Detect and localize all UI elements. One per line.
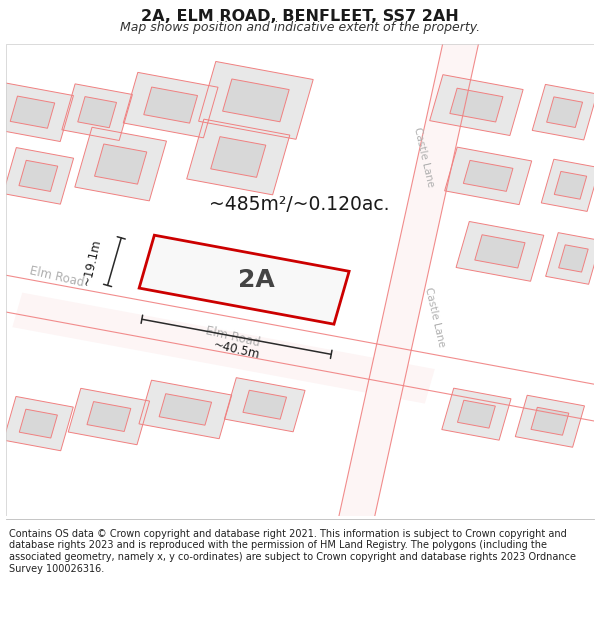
Polygon shape xyxy=(10,96,55,128)
Polygon shape xyxy=(531,408,569,435)
Text: Elm Road: Elm Road xyxy=(28,265,85,290)
Text: Elm Road: Elm Road xyxy=(204,324,261,350)
Polygon shape xyxy=(450,88,503,122)
Polygon shape xyxy=(559,245,588,272)
Polygon shape xyxy=(3,148,74,204)
Text: Castle Lane: Castle Lane xyxy=(424,286,447,348)
Polygon shape xyxy=(445,147,532,204)
Polygon shape xyxy=(13,292,435,404)
Polygon shape xyxy=(545,232,600,284)
Polygon shape xyxy=(211,137,266,178)
Polygon shape xyxy=(144,87,197,123)
Polygon shape xyxy=(78,97,116,128)
Polygon shape xyxy=(224,378,305,432)
Text: ~40.5m: ~40.5m xyxy=(212,338,261,362)
Polygon shape xyxy=(4,396,73,451)
Text: ~19.1m: ~19.1m xyxy=(80,237,104,286)
Polygon shape xyxy=(0,83,73,141)
Polygon shape xyxy=(75,127,166,201)
Polygon shape xyxy=(223,79,289,122)
Polygon shape xyxy=(243,390,287,419)
Polygon shape xyxy=(139,380,232,439)
Polygon shape xyxy=(19,409,58,438)
Polygon shape xyxy=(199,61,313,139)
Polygon shape xyxy=(87,402,131,431)
Polygon shape xyxy=(541,159,599,211)
Text: 2A: 2A xyxy=(238,268,274,292)
Polygon shape xyxy=(68,388,149,445)
Polygon shape xyxy=(554,171,587,199)
Polygon shape xyxy=(159,394,212,425)
Text: 2A, ELM ROAD, BENFLEET, SS7 2AH: 2A, ELM ROAD, BENFLEET, SS7 2AH xyxy=(141,9,459,24)
Text: ~485m²/~0.120ac.: ~485m²/~0.120ac. xyxy=(209,195,389,214)
Polygon shape xyxy=(19,160,58,191)
Polygon shape xyxy=(532,84,597,140)
Polygon shape xyxy=(430,74,523,136)
Polygon shape xyxy=(62,84,133,141)
Polygon shape xyxy=(442,388,511,440)
Text: Castle Lane: Castle Lane xyxy=(412,126,435,188)
Polygon shape xyxy=(456,221,544,281)
Text: Contains OS data © Crown copyright and database right 2021. This information is : Contains OS data © Crown copyright and d… xyxy=(9,529,576,574)
Polygon shape xyxy=(95,144,147,184)
Polygon shape xyxy=(139,235,349,324)
Polygon shape xyxy=(338,33,480,526)
Polygon shape xyxy=(457,400,496,428)
Polygon shape xyxy=(463,161,513,191)
Polygon shape xyxy=(547,97,583,128)
Text: Map shows position and indicative extent of the property.: Map shows position and indicative extent… xyxy=(120,21,480,34)
Polygon shape xyxy=(475,235,525,268)
Polygon shape xyxy=(187,119,290,195)
Polygon shape xyxy=(515,395,584,448)
Polygon shape xyxy=(123,72,218,138)
